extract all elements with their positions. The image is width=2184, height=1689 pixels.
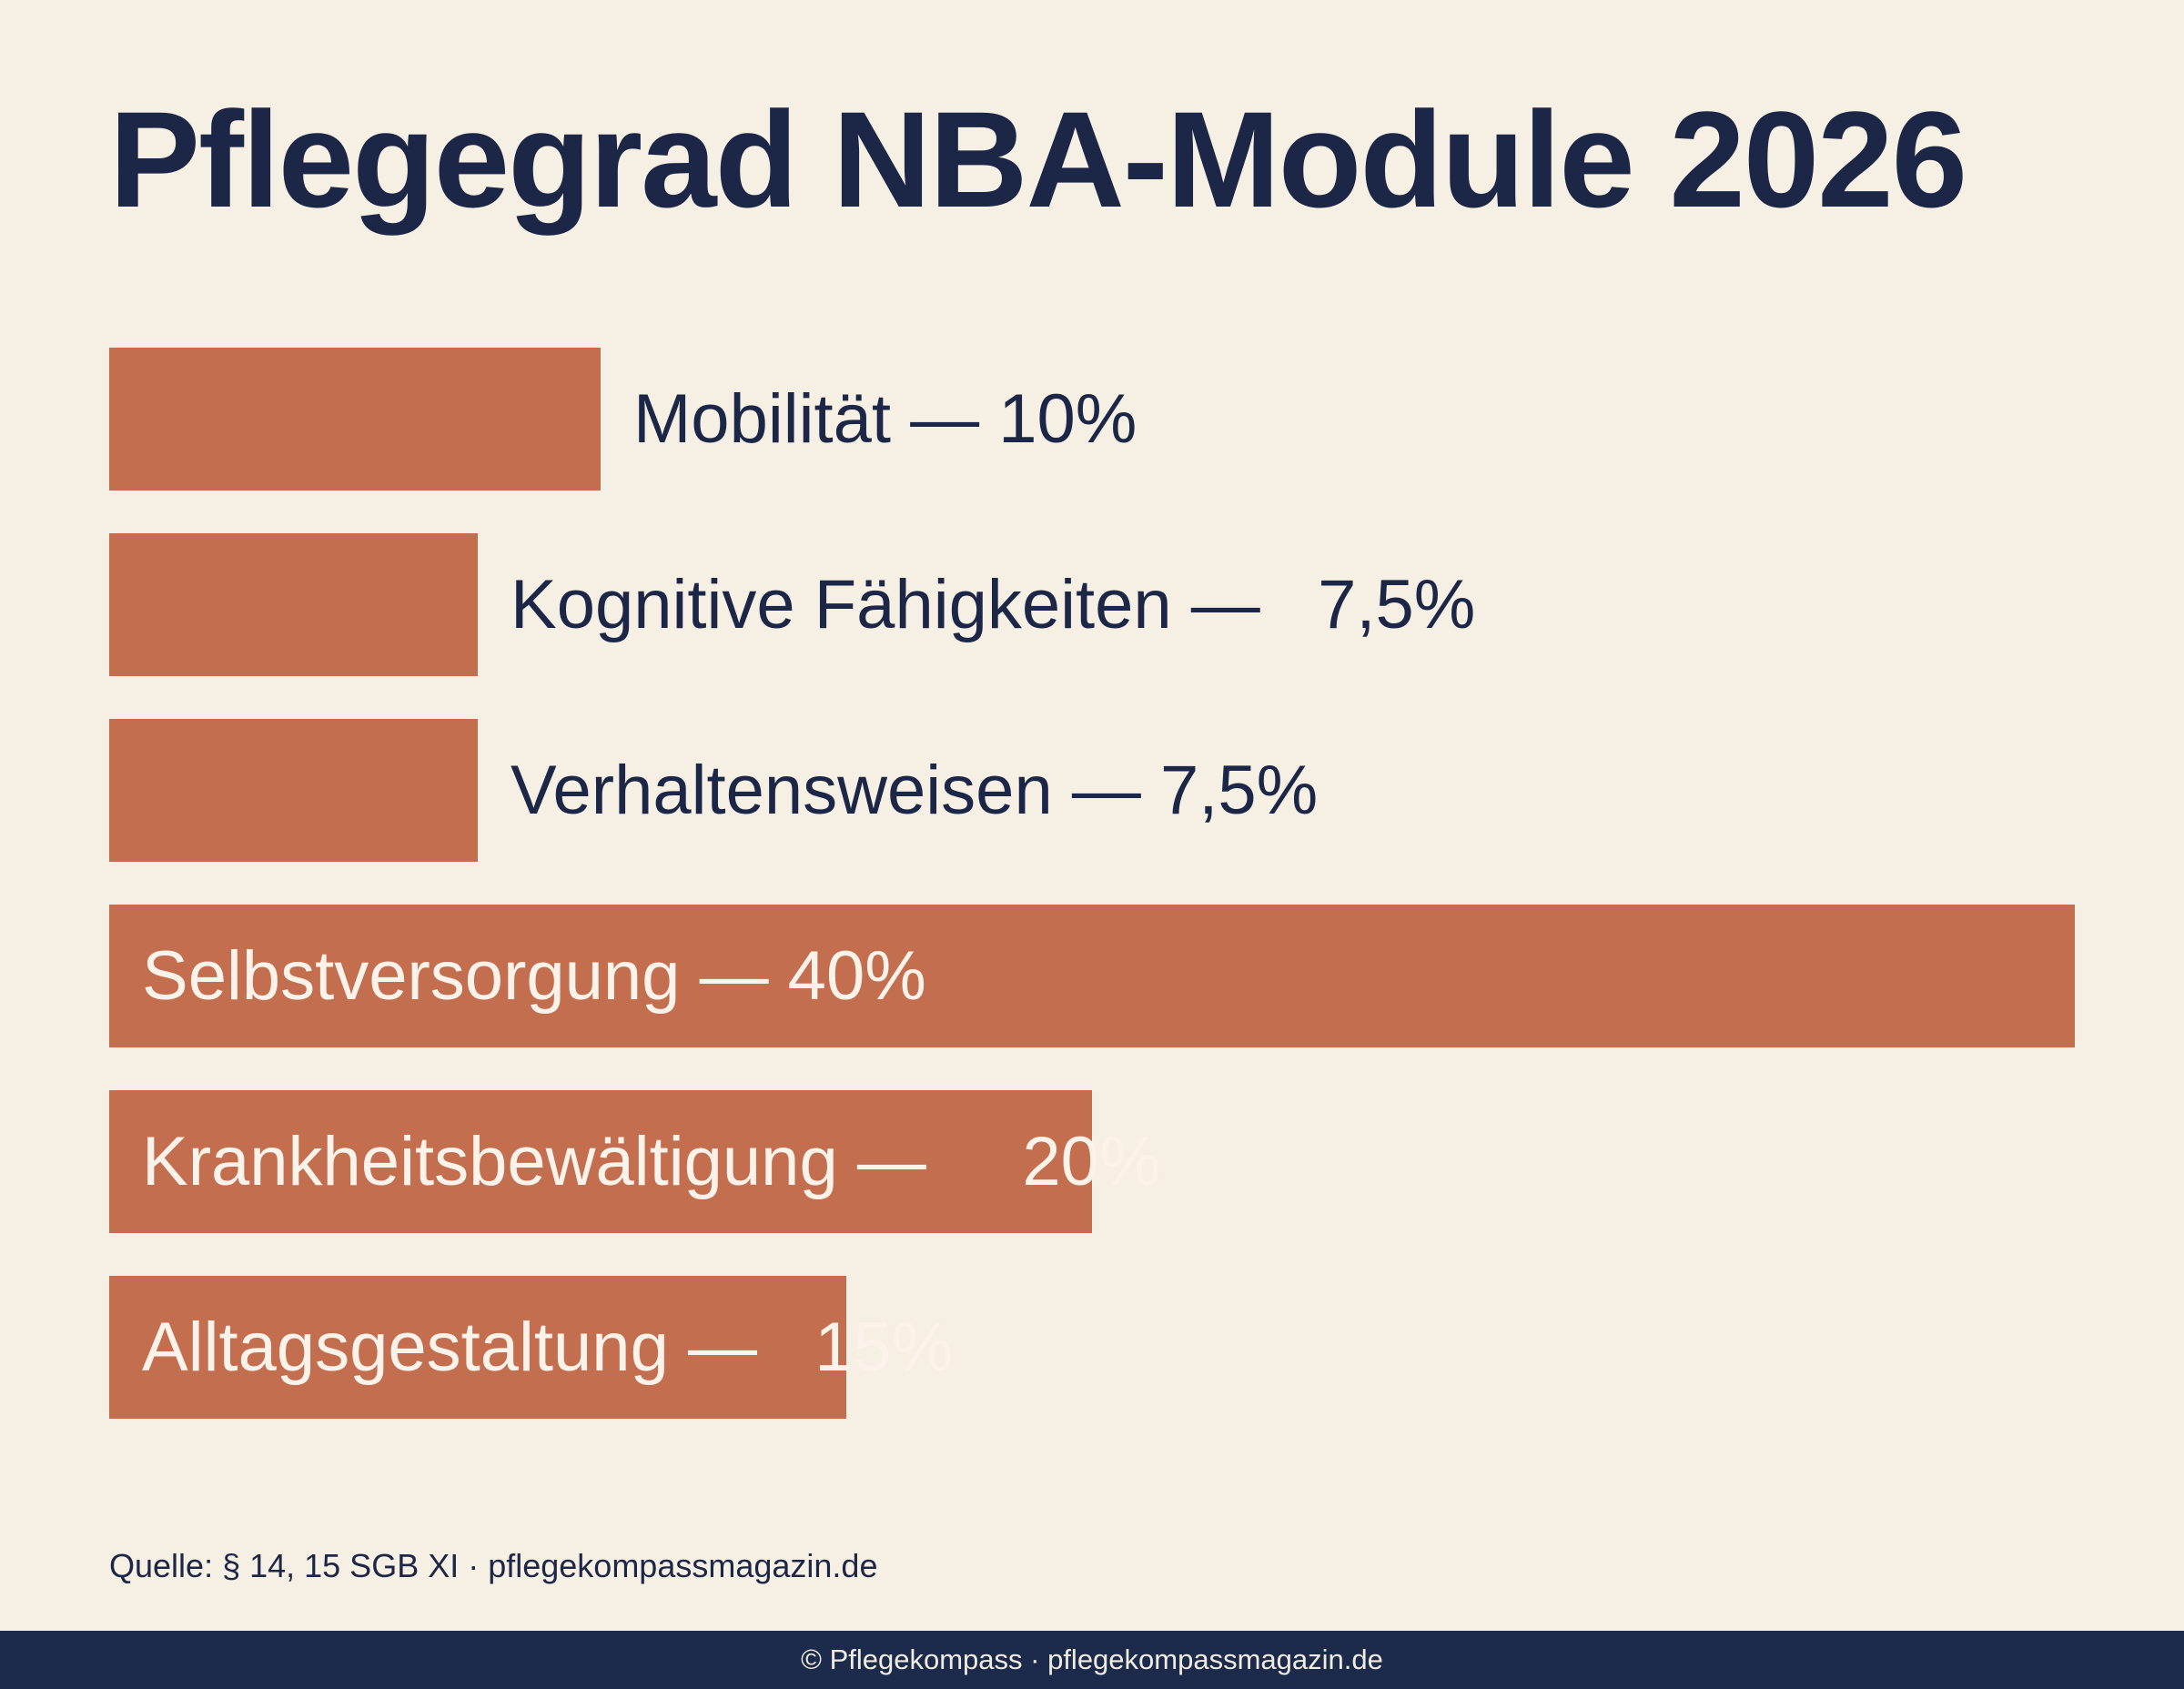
bar-label-3: Verhaltensweisen — 7,5% <box>511 752 1319 829</box>
bar-chart: Mobilität — 10% Kognitive Fähigkeiten — 7… <box>109 348 2075 1419</box>
bar-label-1: Mobilität — 10% <box>633 380 1138 458</box>
bar-4 <box>109 905 2075 1047</box>
footer-bar: © Pflegekompass · pflegekompassmagazin.d… <box>0 1631 2184 1689</box>
bar-1 <box>109 348 601 491</box>
bar-label-5: Krankheitsbewältigung — 20% <box>142 1123 1161 1200</box>
bar-6 <box>109 1276 846 1419</box>
bar-label-6: Alltagsgestaltung — 15% <box>142 1309 954 1386</box>
source-note: Quelle: § 14, 15 SGB XI · pflegekompassm… <box>109 1547 878 1584</box>
footer-text: © Pflegekompass · pflegekompassmagazin.d… <box>801 1643 1383 1675</box>
chart-title: Pflegegrad NBA-Module 2026 <box>109 83 1967 236</box>
bar-2 <box>109 533 478 676</box>
bar-label-4: Selbstversorgung — 40% <box>142 937 926 1015</box>
bar-5 <box>109 1090 1092 1233</box>
bar-3 <box>109 719 478 862</box>
bar-label-2: Kognitive Fähigkeiten — 7,5% <box>511 566 1476 643</box>
